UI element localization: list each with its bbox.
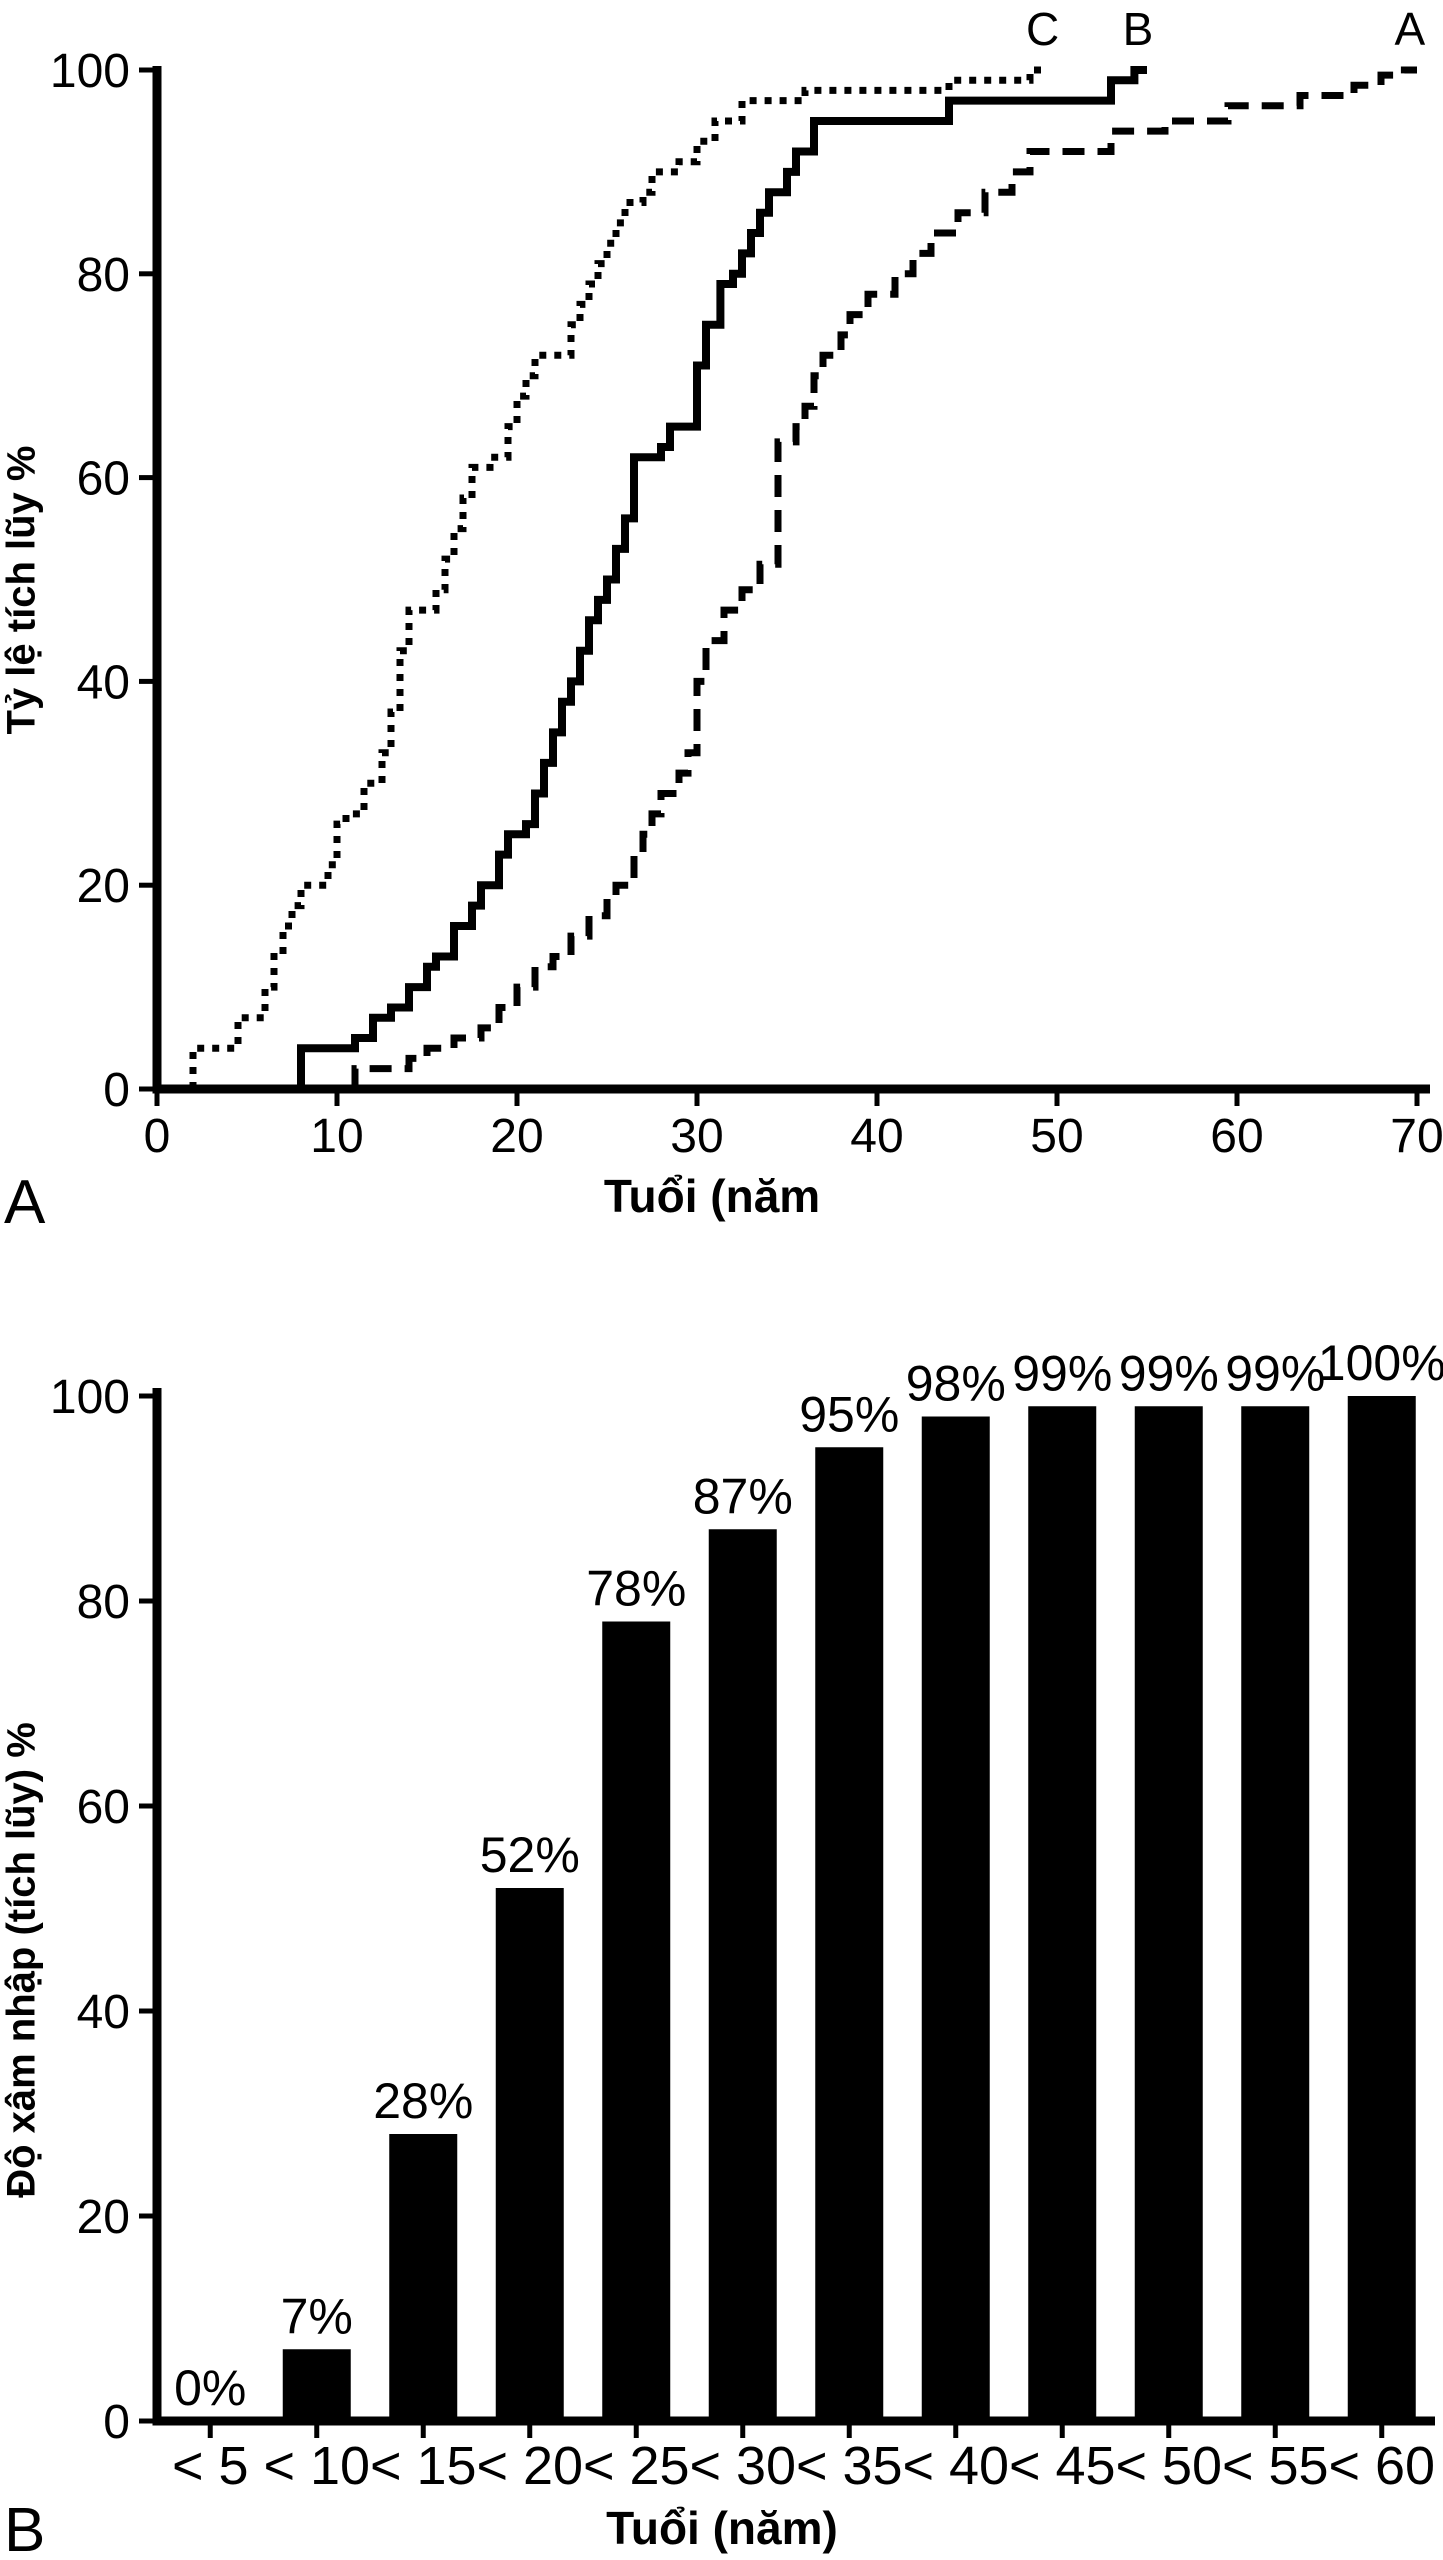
- bar-<30: [708, 1529, 777, 2421]
- panel-b-category-label: < 50: [1115, 2436, 1222, 2496]
- panel-b-category-label: < 15: [370, 2436, 477, 2496]
- panel-b-y-tick-label: 0: [103, 2396, 130, 2449]
- panel-b-y-tick-label: 40: [77, 1986, 130, 2039]
- bar-value-label: 95%: [799, 1386, 899, 1442]
- bar-<60: [1347, 1396, 1416, 2421]
- bar-value-label: 99%: [1225, 1345, 1325, 1401]
- panel-b-category-label: < 25: [583, 2436, 690, 2496]
- bar-value-label: 52%: [480, 1827, 580, 1883]
- bar-value-label: 7%: [281, 2288, 353, 2344]
- bar-value-label: 99%: [1012, 1345, 1112, 1401]
- panel-a-letter: A: [4, 1168, 46, 1237]
- bar-<40: [921, 1416, 990, 2421]
- bar-value-label: 0%: [174, 2360, 246, 2416]
- bar-value-label: 100%: [1318, 1335, 1443, 1391]
- panel-a-y-tick-label: 20: [77, 860, 130, 913]
- panel-a-x-tick-label: 60: [1210, 1110, 1263, 1163]
- bar-<20: [495, 1888, 564, 2421]
- panel-b-category-label: < 35: [796, 2436, 903, 2496]
- panel-a-y-tick-label: 80: [77, 249, 130, 302]
- bar-value-label: 28%: [373, 2073, 473, 2129]
- panel-b-category-label: < 45: [1009, 2436, 1116, 2496]
- panel-a-y-tick-label: 0: [103, 1064, 130, 1117]
- bar-value-label: 78%: [586, 1561, 686, 1617]
- panel-a-y-tick-label: 60: [77, 453, 130, 506]
- panel-b-y-tick-label: 20: [77, 2191, 130, 2244]
- curve-label-c: C: [1026, 3, 1059, 55]
- panel-a-chart: 0 20 40 60 80 100 0 10 20 30 40 50 60 70 C B A: [50, 3, 1443, 1163]
- panel-a-x-tick-label: 0: [144, 1110, 171, 1163]
- bar-<55: [1241, 1406, 1310, 2421]
- bar-value-label: 99%: [1119, 1345, 1219, 1401]
- panel-b-ylabel: Độ xâm nhập (tích lũy) %: [0, 1722, 44, 2198]
- panel-b-letter: B: [4, 2496, 46, 2560]
- curve-b-solid: [297, 66, 1147, 1089]
- panel-a-xlabel: Tuổi (năm: [603, 1170, 821, 1222]
- bar-value-label: 87%: [693, 1468, 793, 1524]
- panel-b-chart: 0 20 40 60 80 100 < 5 0% < 10 7% < 15 28% < 20 52% < 2…: [50, 1335, 1443, 2496]
- panel-a-x-tick-label: 10: [310, 1110, 363, 1163]
- panel-b-category-label: < 60: [1328, 2436, 1435, 2496]
- panel-a-x-tick-label: 20: [490, 1110, 543, 1163]
- bar-<15: [389, 2134, 458, 2421]
- bar-<25: [602, 1621, 671, 2421]
- bar-<50: [1134, 1406, 1203, 2421]
- panel-b-category-label: < 40: [902, 2436, 1009, 2496]
- curve-c-dotted: [189, 66, 1048, 1089]
- panel-a-x-tick-label: 40: [850, 1110, 903, 1163]
- panel-a-y-tick-label: 100: [50, 45, 130, 98]
- panel-b-category-label: < 20: [476, 2436, 583, 2496]
- panel-b-xlabel: Tuổi (năm): [606, 2502, 838, 2554]
- panel-b-y-tick-label: 80: [77, 1576, 130, 1629]
- panel-b-category-label: < 10: [263, 2436, 370, 2496]
- bar-<10: [282, 2349, 351, 2421]
- panel-b-category-label: < 55: [1222, 2436, 1329, 2496]
- curve-a-dashed: [351, 66, 1417, 1089]
- panel-b-y-tick-label: 60: [77, 1781, 130, 1834]
- panel-a-x-tick-label: 50: [1030, 1110, 1083, 1163]
- panel-a-y-tick-label: 40: [77, 656, 130, 709]
- bar-<35: [815, 1447, 884, 2421]
- panel-a-x-tick-label: 70: [1390, 1110, 1443, 1163]
- bar-<45: [1028, 1406, 1097, 2421]
- panel-b-y-tick-label: 100: [50, 1371, 130, 1424]
- panel-b-category-label: < 5: [172, 2436, 249, 2496]
- curve-label-b: B: [1123, 3, 1154, 55]
- panel-b-category-label: < 30: [689, 2436, 796, 2496]
- curve-label-a: A: [1394, 3, 1425, 55]
- panel-a-ylabel: Tỷ lệ tích lũy %: [0, 445, 44, 735]
- bar-value-label: 98%: [906, 1356, 1006, 1412]
- panel-a-x-tick-label: 30: [670, 1110, 723, 1163]
